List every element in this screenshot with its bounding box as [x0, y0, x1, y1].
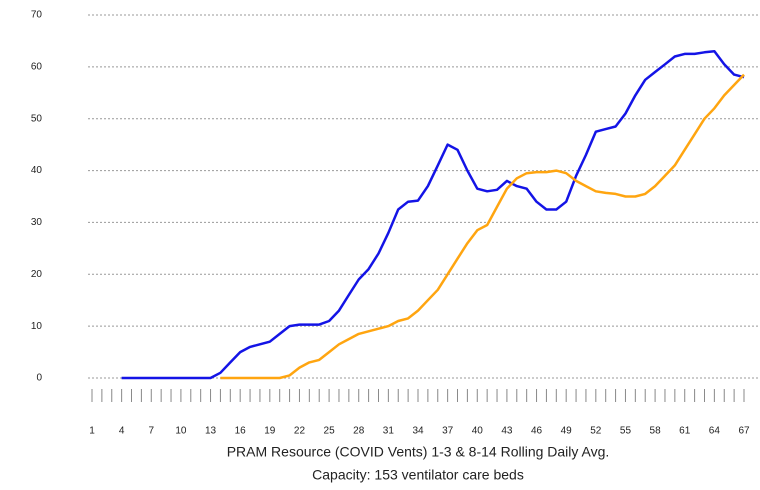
- x-tick-label: 28: [353, 426, 365, 437]
- x-tick-label: 22: [294, 426, 306, 437]
- y-tick-label: 60: [31, 61, 43, 72]
- x-tick-label: 46: [531, 426, 543, 437]
- y-tick-label: 40: [31, 165, 43, 176]
- x-tick-label: 1: [89, 426, 95, 437]
- y-tick-label: 10: [31, 321, 43, 332]
- y-tick-label: 50: [31, 113, 43, 124]
- x-tick-label: 7: [148, 426, 154, 437]
- x-tick-label: 40: [472, 426, 484, 437]
- x-tick-label: 37: [442, 426, 454, 437]
- x-tick-label: 13: [205, 426, 217, 437]
- series-line: [121, 50, 745, 380]
- x-tick-label: 64: [709, 426, 721, 437]
- y-tick-label: 70: [31, 10, 43, 21]
- x-tick-label: 55: [620, 426, 632, 437]
- x-tick-label: 31: [383, 426, 395, 437]
- y-tick-label: 20: [31, 269, 43, 280]
- x-tick-label: 52: [590, 426, 602, 437]
- x-tick-label: 10: [175, 426, 187, 437]
- chart-subtitle: Capacity: 153 ventilator care beds: [312, 467, 524, 483]
- y-tick-label: 30: [31, 217, 43, 228]
- x-tick-label: 58: [650, 426, 662, 437]
- x-tick-label: 19: [264, 426, 276, 437]
- y-tick-label: 0: [36, 373, 42, 384]
- x-tick-label: 61: [679, 426, 691, 437]
- chart-title: PRAM Resource (COVID Vents) 1-3 & 8-14 R…: [227, 444, 610, 460]
- x-tick-label: 67: [738, 426, 750, 437]
- x-tick-label: 16: [235, 426, 247, 437]
- series-line: [220, 73, 745, 380]
- x-tick-label: 25: [324, 426, 336, 437]
- x-tick-label: 34: [412, 426, 424, 437]
- x-tick-label: 4: [119, 426, 125, 437]
- x-tick-label: 43: [501, 426, 513, 437]
- x-tick-label: 49: [561, 426, 573, 437]
